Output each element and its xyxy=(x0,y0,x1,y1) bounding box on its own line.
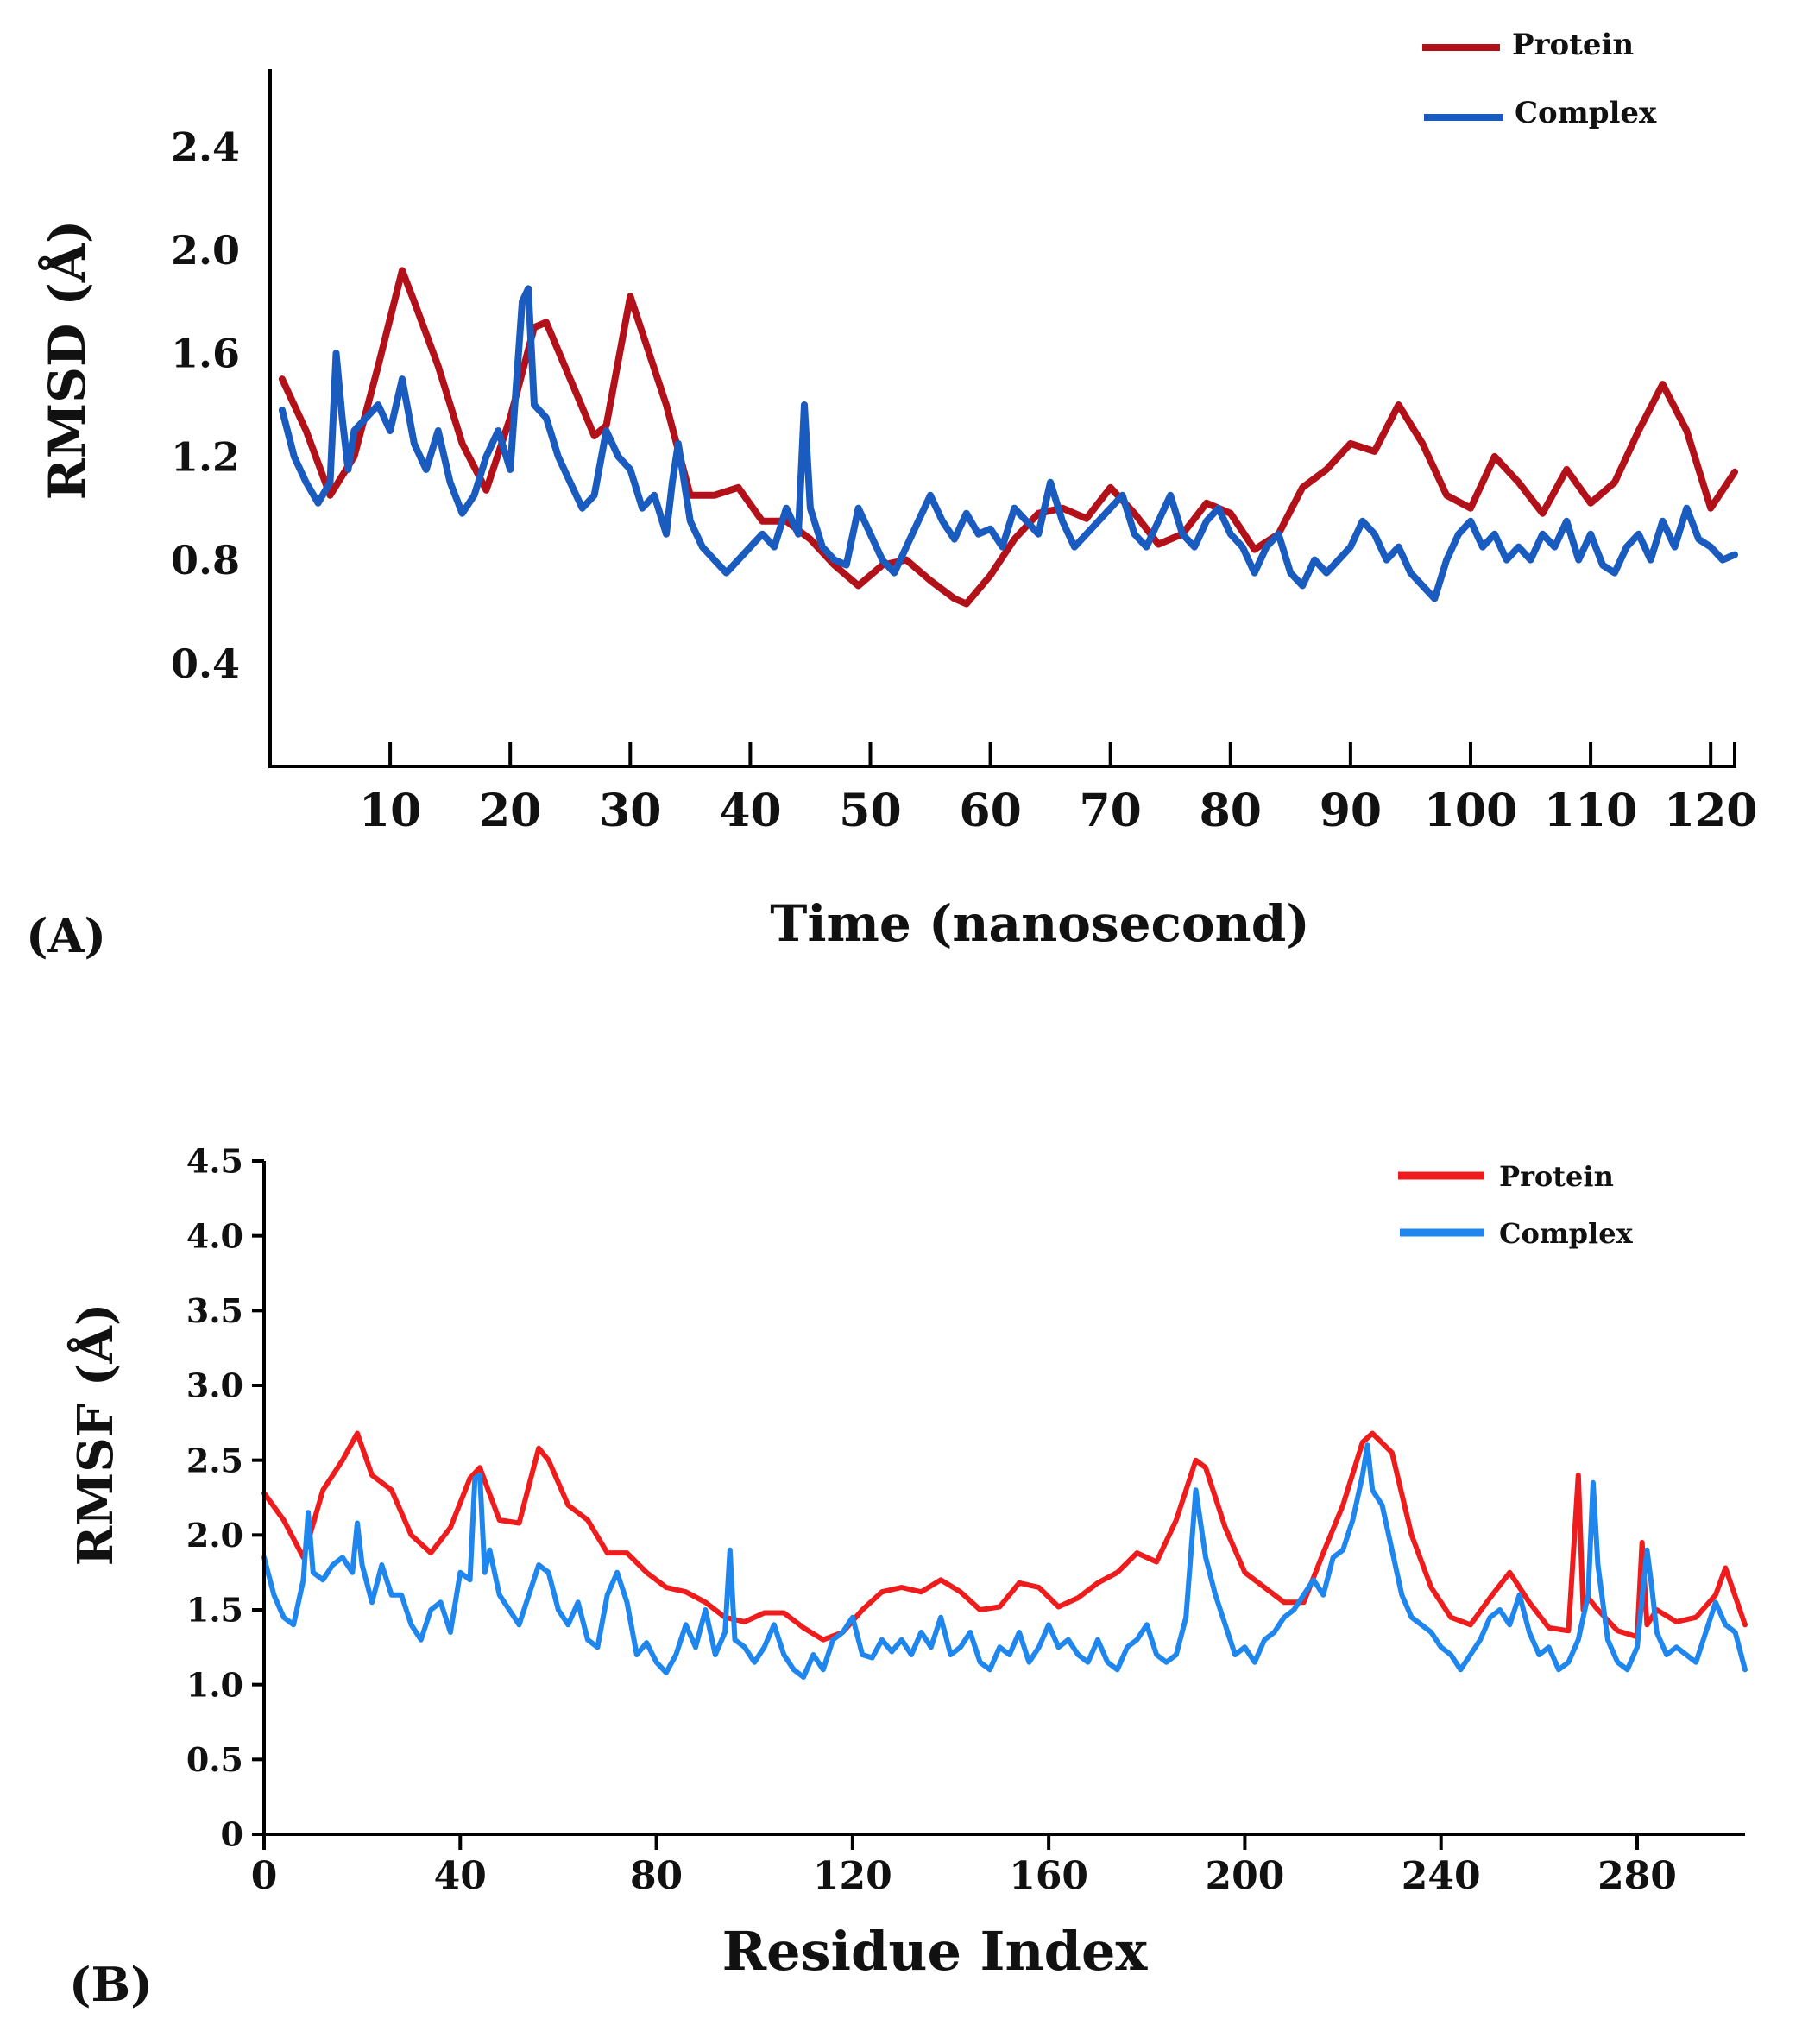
x-tick-label: 110 xyxy=(1544,785,1638,837)
x-tick-label: 20 xyxy=(479,785,541,837)
x-tick-label: 200 xyxy=(1205,1854,1284,1898)
rmsd-series-group xyxy=(278,267,1738,608)
rmsf-chart: 0 40 80 120 160 200 240 280 0 0.5 1.0 1.5 2.0 2.5 3.0… xyxy=(66,1142,1748,2012)
rmsf-legend-complex-label: Complex xyxy=(1499,1217,1634,1250)
y-tick-label: 0.4 xyxy=(171,640,240,687)
rmsd-legend-complex-label: Complex xyxy=(1515,96,1657,130)
rmsf-y-ticks: 0 0.5 1.0 1.5 2.0 2.5 3.0 3.5 4.0 4.5 xyxy=(186,1142,264,1854)
x-tick-label: 280 xyxy=(1597,1854,1677,1898)
rmsd-chart: 10 20 30 40 50 60 70 80 90 100 110 120 0.4 0.8 1.2 1.6… xyxy=(26,28,1757,963)
y-tick-label: 3.0 xyxy=(186,1366,243,1405)
y-tick-label: 1.5 xyxy=(186,1591,243,1630)
rmsd-series-complex xyxy=(278,285,1738,602)
y-tick-label: 3.5 xyxy=(186,1291,243,1330)
x-tick-label: 120 xyxy=(813,1854,892,1898)
x-tick-label: 60 xyxy=(959,785,1021,837)
rmsf-legend-protein-label: Protein xyxy=(1499,1160,1614,1193)
rmsd-legend: Protein Complex xyxy=(1422,28,1657,130)
panel-a-label: (A) xyxy=(26,908,106,963)
y-tick-label: 0.8 xyxy=(171,537,240,584)
x-tick-label: 100 xyxy=(1424,785,1518,837)
x-tick-label: 40 xyxy=(719,785,781,837)
x-tick-label: 80 xyxy=(630,1854,683,1898)
x-tick-label: 0 xyxy=(251,1854,278,1898)
y-tick-label: 2.4 xyxy=(171,123,240,170)
x-tick-label: 10 xyxy=(359,785,421,837)
x-tick-label: 50 xyxy=(839,785,901,837)
rmsf-y-axis-title: RMSF (Å) xyxy=(66,1303,124,1567)
y-tick-label: 4.5 xyxy=(186,1142,243,1181)
x-tick-label: 70 xyxy=(1080,785,1142,837)
rmsd-series-protein xyxy=(278,267,1738,608)
y-tick-label: 2.5 xyxy=(186,1441,243,1479)
rmsf-series-group xyxy=(261,1430,1748,1680)
x-tick-label: 30 xyxy=(599,785,661,837)
rmsd-y-axis-title: RMSD (Å) xyxy=(38,220,97,501)
panel-b-label: (B) xyxy=(69,1957,153,2012)
rmsd-axes xyxy=(268,69,1736,768)
y-tick-label: 2.0 xyxy=(171,227,240,274)
rmsd-y-ticks: 0.4 0.8 1.2 1.6 2.0 2.4 xyxy=(171,123,240,687)
x-tick-label: 240 xyxy=(1402,1854,1481,1898)
rmsf-x-ticks: 0 40 80 120 160 200 240 280 xyxy=(251,1834,1677,1898)
x-tick-label: 160 xyxy=(1009,1854,1088,1898)
rmsd-x-axis-title: Time (nanosecond) xyxy=(770,894,1309,953)
x-tick-label: 90 xyxy=(1320,785,1382,837)
x-tick-label: 40 xyxy=(434,1854,487,1898)
rmsf-series-protein xyxy=(261,1430,1748,1643)
rmsf-legend: Protein Complex xyxy=(1398,1160,1634,1250)
x-tick-label: 80 xyxy=(1200,785,1262,837)
y-tick-label: 0 xyxy=(221,1815,243,1854)
rmsf-series-complex xyxy=(261,1442,1748,1680)
y-tick-label: 1.6 xyxy=(171,331,240,377)
rmsf-x-axis-title: Residue Index xyxy=(722,1920,1149,1983)
rmsf-axes xyxy=(262,1161,1745,1836)
rmsd-legend-protein-label: Protein xyxy=(1512,28,1634,62)
rmsd-x-ticks: 10 20 30 40 50 60 70 80 90 100 110 120 xyxy=(359,742,1758,837)
x-tick-label: 120 xyxy=(1664,785,1758,837)
y-tick-label: 1.0 xyxy=(186,1665,243,1704)
y-tick-label: 1.2 xyxy=(171,433,240,480)
y-tick-label: 4.0 xyxy=(186,1216,243,1255)
y-tick-label: 2.0 xyxy=(186,1516,243,1555)
y-tick-label: 0.5 xyxy=(186,1740,243,1779)
